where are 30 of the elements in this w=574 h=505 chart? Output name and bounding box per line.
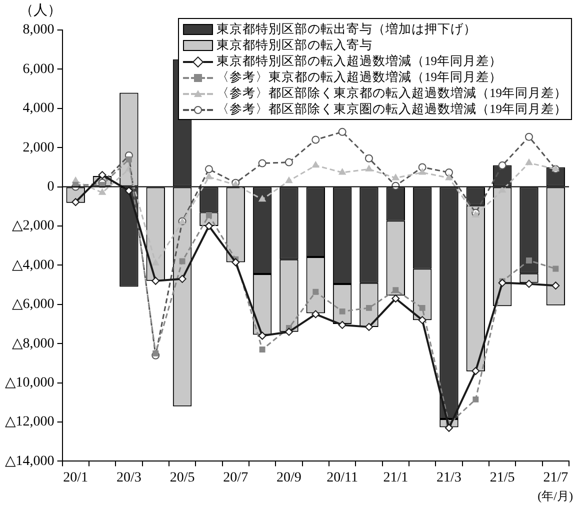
y-tick-label: △10,000 xyxy=(4,375,54,390)
legend-label: 東京都特別区部の転入寄与 xyxy=(216,37,372,53)
y-tick-label: △14,000 xyxy=(4,454,54,469)
y-tick-label: △6,000 xyxy=(12,297,54,312)
x-tick-label: 21/3 xyxy=(436,470,462,486)
x-tick-label: 20/5 xyxy=(170,470,195,486)
x-tick-label: 20/3 xyxy=(116,470,142,486)
x-tick-label: 21/5 xyxy=(490,470,515,486)
y-tick-label: 2,000 xyxy=(22,140,54,156)
y-tick-label: 6,000 xyxy=(22,62,54,77)
x-axis-title: (年/月) xyxy=(538,489,573,504)
y-tick-label: 8,000 xyxy=(22,22,54,38)
legend-label: 〈参考〉都区部除く東京圏の転入超過数増減（19年同月差） xyxy=(216,101,567,117)
legend-label: 東京都特別区部の転入超過数増減（19年同月差） xyxy=(216,53,502,69)
y-tick-label: 4,000 xyxy=(22,101,54,116)
y-tick-label: 0 xyxy=(47,179,54,194)
x-tick-label: 20/1 xyxy=(63,470,88,486)
y-tick-label: △8,000 xyxy=(12,336,54,352)
y-tick-label: △2,000 xyxy=(12,218,54,234)
legend-label: 〈参考〉東京都の転入超過数増減（19年同月差） xyxy=(216,69,502,85)
y-tick-label: △12,000 xyxy=(4,414,54,430)
x-tick-label: 20/7 xyxy=(223,470,248,486)
legend-label: 〈参考〉都区部除く東京都の転入超過数増減（19年同月差） xyxy=(216,85,567,101)
x-tick-label: 21/7 xyxy=(543,470,568,486)
legend-label: 東京都特別区部の転出寄与（増加は押下げ） xyxy=(216,21,476,37)
x-tick-label: 20/9 xyxy=(276,470,302,486)
y-tick-label: △4,000 xyxy=(12,258,54,273)
x-tick-label: 20/11 xyxy=(326,470,358,486)
x-tick-label: 21/1 xyxy=(383,470,408,486)
y-axis-title: （人） xyxy=(19,2,62,19)
